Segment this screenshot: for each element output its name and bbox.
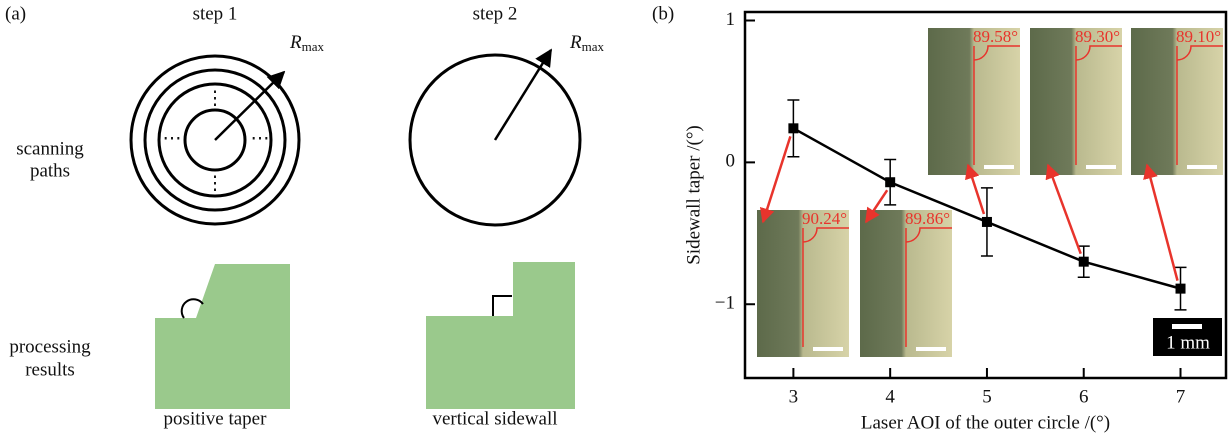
panel-label: (a) xyxy=(5,3,26,24)
x-tick-label: 3 xyxy=(789,386,799,407)
inset-label: 89.58° xyxy=(973,27,1018,46)
row-label: processing xyxy=(9,336,91,357)
x-tick-label: 5 xyxy=(982,386,992,407)
inset-label: 89.30° xyxy=(1075,27,1120,46)
path-ring xyxy=(183,108,247,172)
x-tick-label: 4 xyxy=(885,386,895,407)
y-tick-label: 1 xyxy=(726,9,736,30)
inset-angle xyxy=(973,45,1020,61)
inset-angle xyxy=(1075,45,1122,61)
radius-sub: max xyxy=(582,39,605,54)
inset-scale xyxy=(1086,165,1116,169)
step-title: step 1 xyxy=(193,3,238,24)
dots: ⋮ xyxy=(206,88,225,109)
x-tick-label: 7 xyxy=(1176,386,1186,407)
y-axis-label: Sidewall taper /(°) xyxy=(683,125,704,265)
inset-label: 89.10° xyxy=(1176,27,1221,46)
angle-arc xyxy=(180,298,204,319)
data-point xyxy=(885,177,896,188)
dots: ⋯ xyxy=(163,128,182,149)
inset-scale xyxy=(813,347,843,351)
panel-label: (b) xyxy=(652,3,674,24)
inset-angle xyxy=(802,227,849,243)
path-ring xyxy=(129,54,301,226)
chart-b: −1 0 1 3 4 5 6 7 Laser AOI of the outer circle /… xyxy=(683,9,1223,433)
path-ring xyxy=(143,68,287,212)
row-label: paths xyxy=(30,160,70,181)
y-tick-label: 0 xyxy=(726,151,736,172)
row-label: results xyxy=(25,359,75,380)
caption: positive taper xyxy=(164,408,268,429)
radius-base: R xyxy=(289,32,302,53)
row-label: scanning xyxy=(16,138,84,159)
x-axis-label: Laser AOI of the outer circle /(°) xyxy=(861,412,1110,433)
angle-mark xyxy=(492,295,512,316)
pointer-arrow xyxy=(864,189,889,224)
data-point xyxy=(1078,256,1089,267)
pointer-arrow xyxy=(1143,163,1179,281)
y-tick-label: −1 xyxy=(715,293,735,314)
vertical-profile xyxy=(426,262,575,409)
inset-label: 89.86° xyxy=(905,209,950,228)
caption: vertical sidewall xyxy=(432,408,557,429)
data-point xyxy=(981,216,992,227)
radius-arrow xyxy=(493,48,553,141)
data-point xyxy=(788,123,799,134)
inset-scale xyxy=(916,347,946,351)
scale-label: 1 mm xyxy=(1166,332,1210,353)
inset-angle xyxy=(1176,45,1223,61)
inset-label: 90.24° xyxy=(802,209,847,228)
data-point xyxy=(1175,283,1186,294)
pointer-arrow xyxy=(759,135,792,224)
radius-label: Rmax xyxy=(289,32,324,54)
pointer-arrow xyxy=(965,163,986,215)
path-ring xyxy=(408,53,582,227)
x-tick-label: 6 xyxy=(1079,386,1089,407)
radius-arrow xyxy=(214,70,286,141)
taper-profile xyxy=(155,264,290,409)
plot-frame xyxy=(743,10,1228,380)
scale-bar xyxy=(1172,324,1202,329)
path-ring xyxy=(157,82,273,198)
inset-angle xyxy=(905,227,952,243)
radius-sub: max xyxy=(302,39,325,54)
inset-scale xyxy=(1187,165,1217,169)
dots: ⋯ xyxy=(251,128,270,149)
radius-base: R xyxy=(569,32,582,53)
dots: ⋮ xyxy=(206,173,225,194)
radius-label: Rmax xyxy=(569,32,604,54)
step-title: step 2 xyxy=(473,3,518,24)
panel-a xyxy=(129,48,582,409)
inset-scale xyxy=(984,165,1014,169)
pointer-arrow xyxy=(1045,163,1082,255)
